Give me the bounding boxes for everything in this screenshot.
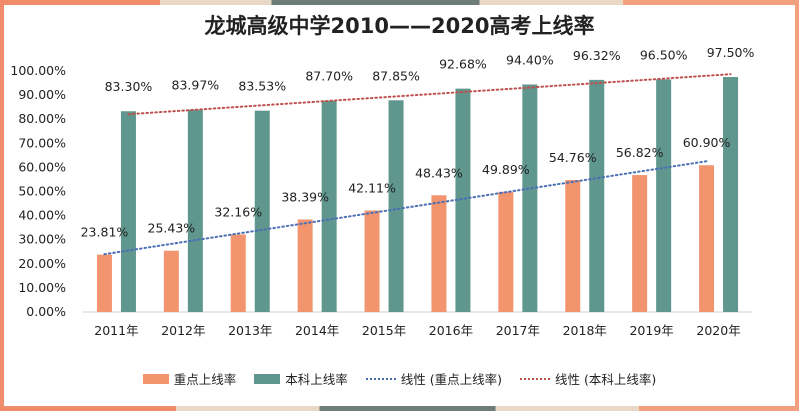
- data-label-undergrad-rate: 94.40%: [506, 52, 554, 67]
- legend-label: 线性 (重点上线率): [400, 372, 503, 387]
- data-label-undergrad-rate: 92.68%: [439, 57, 487, 72]
- data-label-key-rate: 60.90%: [683, 135, 731, 150]
- y-tick-label: 40.00%: [18, 208, 66, 223]
- bar-key-rate: [230, 234, 246, 312]
- bar-undergrad-rate: [656, 79, 672, 312]
- bar-undergrad-rate: [589, 79, 605, 312]
- legend: 重点上线率 本科上线率 线性 (重点上线率) 线性 (本科上线率): [0, 369, 799, 388]
- y-tick-label: 10.00%: [18, 280, 66, 295]
- data-label-key-rate: 54.76%: [549, 150, 597, 165]
- legend-swatch-undergrad-rate: [254, 373, 281, 384]
- y-tick-label: 80.00%: [18, 111, 66, 126]
- data-label-key-rate: 25.43%: [148, 221, 196, 236]
- x-tick-label: 2011年: [94, 323, 138, 338]
- data-label-key-rate: 32.16%: [214, 204, 262, 219]
- bar-undergrad-rate: [455, 88, 471, 312]
- data-label-key-rate: 23.81%: [81, 225, 129, 240]
- bar-key-rate: [565, 180, 581, 312]
- legend-label: 重点上线率: [173, 372, 237, 387]
- data-label-undergrad-rate: 96.50%: [640, 47, 688, 62]
- bar-undergrad-rate: [187, 109, 203, 313]
- bar-undergrad-rate: [254, 110, 270, 312]
- y-tick-label: 50.00%: [18, 184, 66, 199]
- x-tick-label: 2017年: [496, 323, 540, 338]
- data-label-undergrad-rate: 97.50%: [707, 45, 755, 60]
- y-tick-label: 60.00%: [18, 159, 66, 174]
- trendline-undergrad-rate: [127, 73, 732, 116]
- x-tick-label: 2018年: [563, 323, 607, 338]
- decorative-left-stripe: [0, 0, 4, 411]
- bar-undergrad-rate: [522, 84, 538, 312]
- data-label-undergrad-rate: 83.53%: [238, 79, 286, 94]
- bar-key-rate: [431, 195, 447, 312]
- legend-swatch-trend-key-rate: [365, 377, 396, 380]
- decorative-top-stripe: [0, 0, 799, 5]
- legend-item-trend-undergrad-rate[interactable]: 线性 (本科上线率): [520, 369, 656, 388]
- y-tick-label: 0.00%: [26, 304, 66, 319]
- data-label-key-rate: 49.89%: [482, 162, 530, 177]
- decorative-right-stripe: [795, 0, 799, 411]
- legend-label: 本科上线率: [285, 372, 348, 387]
- data-label-undergrad-rate: 87.85%: [372, 68, 420, 83]
- x-tick-label: 2019年: [629, 323, 673, 338]
- bar-undergrad-rate: [388, 100, 404, 313]
- legend-swatch-key-rate: [142, 373, 169, 384]
- x-tick-label: 2014年: [295, 323, 339, 338]
- y-tick-label: 70.00%: [18, 135, 66, 150]
- data-label-key-rate: 42.11%: [348, 181, 396, 196]
- x-tick-label: 2016年: [429, 323, 473, 338]
- x-tick-label: 2015年: [362, 323, 406, 338]
- decorative-bottom-stripe: [0, 406, 799, 411]
- bar-undergrad-rate: [321, 100, 337, 312]
- data-label-key-rate: 38.39%: [281, 189, 329, 204]
- y-tick-label: 30.00%: [18, 232, 66, 247]
- bar-key-rate: [699, 165, 715, 312]
- y-tick-label: 20.00%: [18, 256, 66, 271]
- legend-item-key-rate[interactable]: 重点上线率: [142, 369, 237, 388]
- bar-undergrad-rate: [723, 77, 739, 313]
- legend-label: 线性 (本科上线率): [555, 372, 657, 387]
- bar-key-rate: [498, 191, 514, 312]
- data-label-undergrad-rate: 83.97%: [172, 78, 220, 93]
- y-tick-label: 90.00%: [18, 87, 66, 102]
- data-label-undergrad-rate: 96.32%: [573, 48, 621, 63]
- legend-item-trend-key-rate[interactable]: 线性 (重点上线率): [365, 369, 503, 388]
- x-tick-label: 2012年: [161, 323, 205, 338]
- bar-undergrad-rate: [120, 111, 136, 312]
- data-label-key-rate: 56.82%: [616, 145, 664, 160]
- data-label-undergrad-rate: 83.30%: [105, 79, 153, 94]
- y-tick-label: 100.00%: [10, 63, 66, 78]
- legend-swatch-trend-undergrad-rate: [520, 377, 551, 380]
- x-tick-label: 2013年: [228, 323, 272, 338]
- trendline-key-rate: [103, 160, 708, 256]
- data-label-undergrad-rate: 87.70%: [305, 69, 353, 84]
- bar-key-rate: [364, 210, 380, 312]
- bar-key-rate: [163, 250, 179, 312]
- x-tick-label: 2020年: [696, 323, 740, 338]
- data-label-key-rate: 48.43%: [415, 165, 463, 180]
- bar-key-rate: [297, 219, 313, 312]
- bar-key-rate: [96, 254, 112, 312]
- legend-item-undergrad-rate[interactable]: 本科上线率: [254, 369, 348, 388]
- chart-title: 龙城高级中学2010——2020高考上线率: [204, 14, 595, 38]
- bar-key-rate: [632, 175, 648, 312]
